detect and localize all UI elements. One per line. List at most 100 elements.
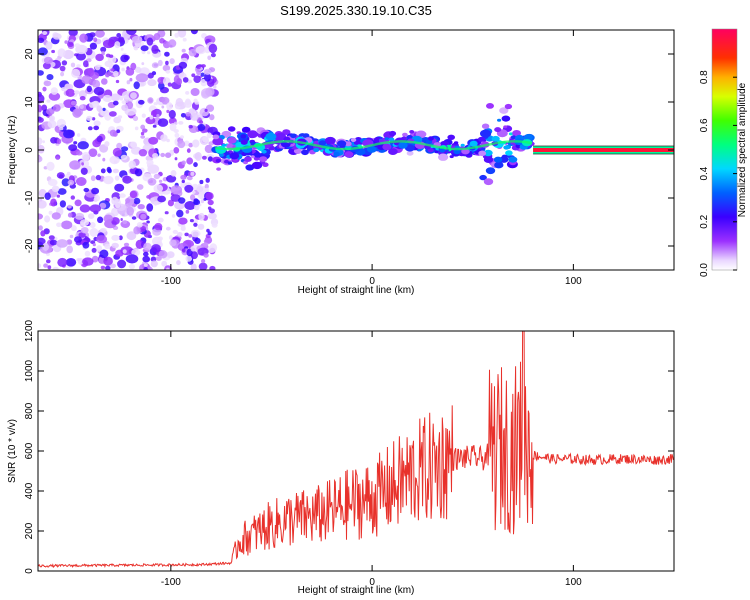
spectrogram-cell <box>74 43 81 48</box>
spectrogram-cell <box>208 43 218 54</box>
spectrogram-cell <box>177 30 187 38</box>
spectrogram-cell <box>174 32 179 38</box>
spectrogram-cell <box>133 81 140 90</box>
spectrogram-cell <box>119 96 124 101</box>
snr-ytick-label: 0 <box>24 568 35 574</box>
spectrogram-cell <box>119 193 126 198</box>
spectrogram-cell <box>121 104 129 111</box>
spectrogram-cell <box>38 94 45 104</box>
spectrogram-cell <box>483 149 493 157</box>
spectrogram-cell <box>112 64 120 73</box>
spectrogram-cell <box>150 260 158 268</box>
spectrogram-cell <box>175 97 184 107</box>
spectrogram-cell <box>93 87 105 96</box>
spectrogram-cell <box>165 60 169 66</box>
snr-ytick-label: 200 <box>24 522 35 539</box>
spectrogram-cell <box>81 162 84 166</box>
spectrogram-cell <box>89 32 96 38</box>
spectrogram-cell <box>186 148 191 153</box>
spectrogram-cell <box>176 260 181 266</box>
spectrogram-cell <box>194 204 200 211</box>
spectrogram-cell <box>90 72 100 79</box>
spectrogram-cell <box>143 263 148 267</box>
spectrogram-region-1 <box>211 103 535 186</box>
spectrogram-cell <box>485 167 496 175</box>
spectrogram-cell <box>105 72 110 78</box>
spectrogram-cell <box>123 242 130 247</box>
spectrogram-cell <box>181 224 186 228</box>
spectrogram-cell <box>157 195 167 203</box>
spectrogram-cell <box>153 201 158 206</box>
spectrogram-cell <box>47 120 57 129</box>
spectrogram-cell <box>140 124 146 130</box>
spectrogram-cell <box>61 60 68 66</box>
spectrogram-cell <box>80 227 89 234</box>
spectrogram-core <box>214 140 533 151</box>
spectrogram-tone <box>533 148 674 152</box>
spectrogram-cell <box>140 81 145 87</box>
colorbar-tick-label: 0.4 <box>699 166 710 180</box>
spectrogram-cell <box>128 160 136 169</box>
spectrogram-cell <box>135 66 142 73</box>
spectrogram-cell <box>168 109 176 119</box>
spectrogram-cell <box>111 196 119 205</box>
spectrogram-cell <box>112 209 117 215</box>
spectrogram-cell <box>240 134 247 139</box>
spectrogram-cell <box>402 132 408 137</box>
spectrogram-cell <box>64 83 71 89</box>
spectrogram-cell <box>494 161 504 169</box>
spectrogram-cell <box>93 37 98 43</box>
spectrogram-cell <box>57 48 66 57</box>
colorbar-tick-label: 0.6 <box>699 118 710 132</box>
spectrogram-cell <box>438 153 449 161</box>
spectrogram-cell <box>134 126 139 131</box>
spectrogram-cell <box>512 130 521 137</box>
spectrogram-cell <box>207 212 217 220</box>
spectrogram-cell <box>109 155 120 165</box>
spectrogram-cell <box>142 255 150 263</box>
spectrogram-cell <box>184 100 192 108</box>
spectrogram-cell <box>203 253 209 258</box>
spectrogram-cell <box>194 237 201 244</box>
spectrogram-cell <box>165 69 171 74</box>
spectrogram-cell <box>76 133 81 137</box>
spectrogram-cell <box>261 149 267 154</box>
spectrogram-cell <box>70 62 76 68</box>
spectrogram-cell <box>143 242 152 251</box>
spectrogram-cell <box>199 179 204 185</box>
spectrogram-cell <box>120 47 124 51</box>
spectrogram-cell <box>134 168 143 177</box>
spectrogram-cell <box>193 222 198 227</box>
spectrogram-cell <box>52 266 59 270</box>
spectrogram-cell <box>94 64 101 71</box>
spectrogram-cell <box>204 108 208 112</box>
spectrogram-cell <box>118 235 123 241</box>
spectrogram-cell <box>210 53 216 58</box>
spectrogram-cell <box>193 199 201 206</box>
spectrogram-cell <box>56 172 65 179</box>
colorbar-tick-label: 0.8 <box>699 70 710 84</box>
spectrogram-cell <box>501 115 511 122</box>
spectrogram-cell <box>104 60 113 68</box>
spectrogram-cell <box>48 235 55 241</box>
spectrogram-cell <box>69 160 81 170</box>
spectrogram-cell <box>112 168 120 174</box>
spectrogram-cell <box>60 71 65 77</box>
spectrogram-cell <box>409 130 415 134</box>
spectrogram-cell <box>161 97 170 105</box>
spectrogram-xtick-label: 0 <box>369 276 375 287</box>
colorbar-frame <box>711 28 738 271</box>
spectrogram-cell <box>117 259 127 269</box>
spectrogram-cell <box>48 92 61 101</box>
spectrogram-cell <box>244 156 252 162</box>
spectrogram-cell <box>116 129 121 134</box>
spectrogram-cell <box>205 87 215 97</box>
spectrogram-cell <box>91 255 99 263</box>
spectrogram-cell <box>130 141 138 148</box>
spectrogram-cell <box>240 139 248 145</box>
spectrogram-cell <box>181 160 186 166</box>
spectrogram-cell <box>184 184 194 193</box>
spectrogram-cell <box>241 126 251 133</box>
spectrogram-cell <box>122 249 127 254</box>
